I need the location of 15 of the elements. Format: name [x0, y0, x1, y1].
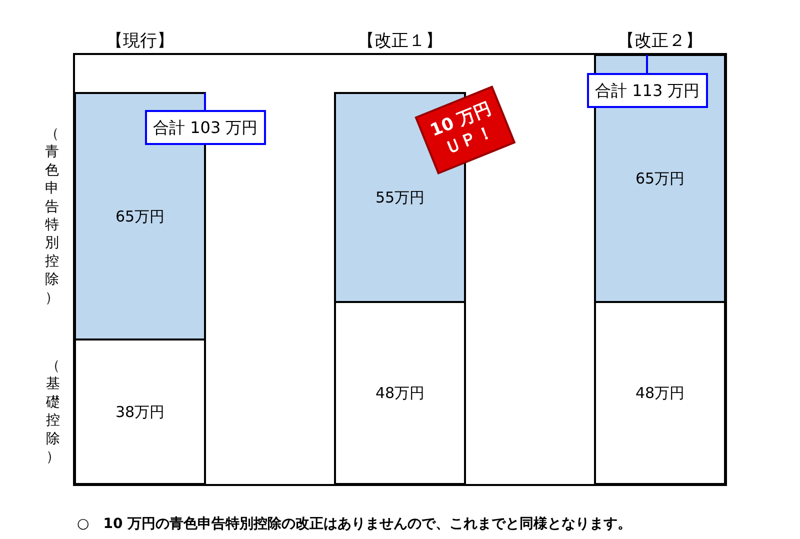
total-label: 合計 113 万円 — [595, 81, 700, 100]
x-tick-label: 【改正２】 — [618, 31, 702, 52]
x-tick-label: 【現行】 — [106, 31, 174, 52]
series-label: （基礎控除） — [45, 358, 60, 465]
annotation: 10 万円 ＵＰ！ — [428, 98, 497, 160]
x-tick-label: 【改正１】 — [358, 31, 442, 52]
data-label: 48万円 — [635, 384, 685, 402]
data-label: 48万円 — [375, 384, 425, 402]
total-label: 合計 103 万円 — [153, 118, 258, 137]
data-label: 55万円 — [375, 188, 425, 206]
data-label: 65万円 — [115, 207, 165, 226]
data-label: 65万円 — [635, 169, 685, 188]
text: （青色申告特別控除） — [45, 126, 59, 306]
text: ○ 10 万円の青色申告特別控除の改正はありませんので、これまでと同様となります。 — [77, 516, 632, 532]
data-label: 38万円 — [115, 402, 165, 421]
